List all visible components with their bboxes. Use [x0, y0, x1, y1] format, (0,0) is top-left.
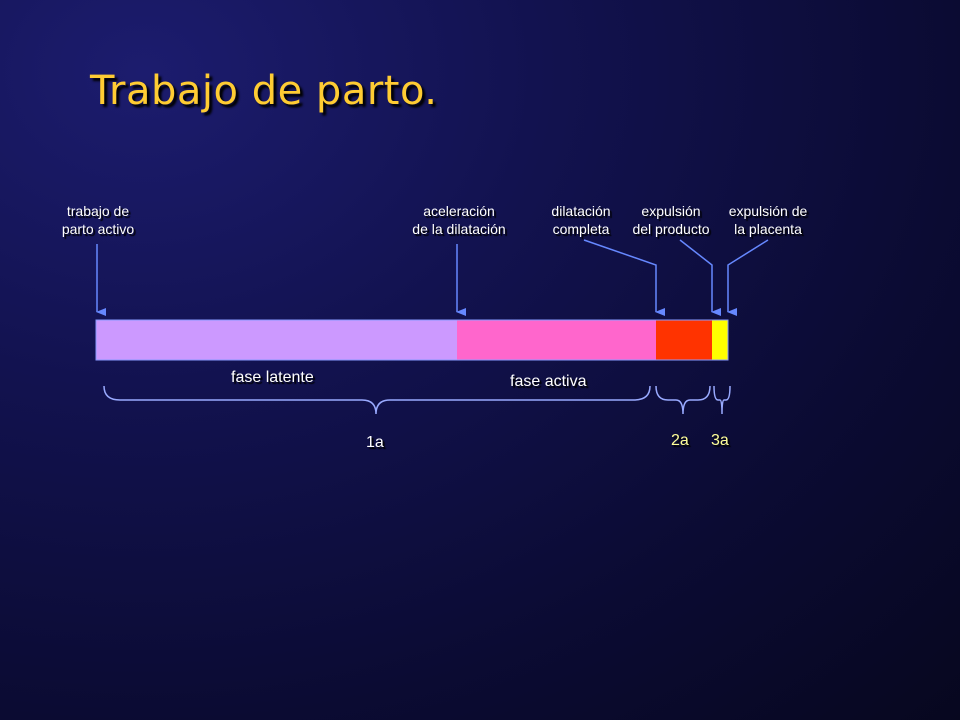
- segment-fase-latente: [96, 320, 457, 360]
- page-title: Trabajo de parto.: [90, 68, 438, 114]
- brace-stage-1: [103, 385, 651, 415]
- brace-stage-3: [713, 385, 731, 415]
- event-label-trabajo-activo: trabajo de parto activo: [48, 202, 148, 238]
- event-label-line1: trabajo de: [66, 203, 130, 219]
- event-label-line1: expulsión de: [728, 203, 808, 219]
- event-label-dilatacion-completa: dilatación completa: [538, 202, 624, 238]
- event-label-line1: aceleración: [423, 203, 495, 219]
- event-label-line1: expulsión: [641, 203, 701, 219]
- stage-label-3: 3a: [711, 432, 729, 449]
- event-label-expulsion-producto: expulsión del producto: [624, 202, 718, 238]
- brace-stage-2: [655, 385, 711, 415]
- event-label-line1: dilatación: [551, 203, 611, 219]
- arrow-dilatacion-completa: [583, 239, 665, 316]
- phase-label-latente: fase latente: [231, 369, 314, 386]
- stage-label-1: 1a: [366, 434, 384, 451]
- segment-placenta: [712, 320, 728, 360]
- arrow-expulsion-placenta: [727, 239, 769, 316]
- arrow-expulsion-producto: [679, 239, 721, 316]
- segment-fase-activa: [457, 320, 656, 360]
- event-label-expulsion-placenta: expulsión de la placenta: [718, 202, 818, 238]
- event-label-line2: del producto: [632, 221, 710, 237]
- event-label-line2: completa: [552, 221, 610, 237]
- event-label-line2: de la dilatación: [412, 221, 506, 237]
- timeline-bar-outline: [95, 319, 729, 361]
- phase-label-activa: fase activa: [510, 373, 587, 390]
- event-label-line2: la placenta: [734, 221, 802, 237]
- event-label-aceleracion: aceleración de la dilatación: [395, 202, 523, 238]
- event-label-line2: parto activo: [61, 221, 135, 237]
- stage-label-2: 2a: [671, 432, 689, 449]
- segment-expulsion: [656, 320, 712, 360]
